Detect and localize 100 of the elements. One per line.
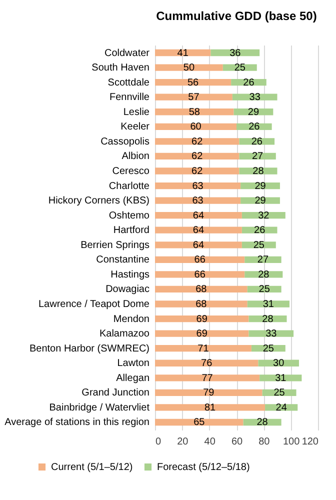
y-tick-label: Fennville — [109, 92, 150, 104]
bar — [155, 360, 258, 366]
data-label: 24 — [276, 402, 288, 414]
y-tick-label: Hartford — [113, 225, 150, 236]
data-label: 60 — [190, 122, 202, 133]
data-label: 79 — [203, 388, 215, 399]
bar — [155, 182, 241, 190]
bar — [155, 242, 242, 248]
y-tick-label: Benton Harbor (SWMREC) — [29, 343, 150, 354]
y-tick-label: South Haven — [92, 62, 150, 74]
y-tick-label: Albion — [122, 151, 150, 162]
data-label: 30 — [273, 358, 285, 370]
bar — [155, 197, 241, 204]
x-tick-label: 80 — [258, 436, 270, 448]
bar — [248, 330, 294, 337]
data-label: 64 — [192, 225, 204, 236]
y-tick-label: Hastings — [110, 269, 150, 280]
data-label: 63 — [192, 180, 204, 192]
data-label: 26 — [251, 136, 263, 148]
data-label: 29 — [254, 196, 266, 207]
y-tick-label: Berrien Springs — [80, 240, 150, 251]
bar — [155, 212, 242, 219]
chart-title: Cummulative GDD (base 50) — [156, 9, 317, 23]
x-tick-label: 100 — [282, 436, 300, 448]
bar — [155, 226, 242, 234]
bar — [240, 197, 280, 204]
legend-label: Forecast (5/12–5/18) — [157, 462, 250, 473]
data-label: 64 — [192, 210, 204, 222]
bar — [155, 330, 249, 337]
data-label: 31 — [262, 299, 274, 310]
data-label: 36 — [230, 48, 242, 59]
data-label: 33 — [249, 92, 261, 104]
data-label: 71 — [198, 343, 210, 354]
bar — [155, 389, 262, 396]
data-label: 28 — [256, 417, 268, 428]
y-tick-label: Constantine — [96, 254, 150, 266]
data-label: 26 — [254, 225, 266, 236]
data-label: 62 — [192, 136, 204, 148]
data-label: 64 — [192, 240, 204, 251]
data-label: 58 — [188, 106, 200, 118]
y-tick-label: Charlotte — [108, 180, 150, 192]
data-label: 62 — [192, 166, 204, 177]
bar — [155, 138, 240, 145]
data-label: 68 — [196, 299, 208, 310]
bar — [155, 404, 266, 411]
data-label: 65 — [194, 417, 206, 428]
bar — [155, 64, 223, 71]
bar — [155, 345, 252, 352]
y-tick-label: Lawton — [117, 358, 150, 370]
bar — [247, 300, 290, 308]
data-label: 25 — [253, 240, 265, 251]
data-label: 25 — [274, 388, 286, 399]
data-label: 28 — [262, 314, 274, 325]
data-label: 68 — [196, 284, 208, 296]
data-label: 26 — [248, 122, 260, 133]
data-label: 69 — [196, 314, 208, 325]
y-tick-label: Kalamazoo — [99, 328, 150, 340]
data-label: 27 — [257, 254, 269, 266]
data-label: 28 — [258, 269, 270, 280]
bar — [155, 271, 245, 278]
y-tick-label: Allegan — [116, 372, 150, 384]
data-label: 27 — [252, 151, 264, 162]
y-tick-label: Leslie — [123, 106, 150, 118]
data-label: 25 — [234, 62, 246, 74]
bar — [155, 256, 245, 263]
bar — [155, 315, 249, 322]
y-tick-label: Average of stations in this region — [4, 417, 150, 428]
data-label: 66 — [194, 254, 206, 266]
y-tick-label: Mendon — [113, 314, 150, 325]
data-label: 81 — [204, 402, 216, 414]
bar — [155, 78, 232, 86]
y-tick-label: Keeler — [120, 122, 150, 133]
bar — [155, 300, 248, 308]
data-label: 56 — [187, 77, 200, 88]
data-label: 33 — [266, 328, 278, 340]
data-label: 31 — [275, 372, 287, 384]
bar — [155, 94, 232, 100]
x-tick-label: 0 — [156, 436, 162, 448]
data-label: 29 — [254, 180, 266, 192]
data-label: 50 — [183, 62, 195, 74]
bar — [239, 168, 278, 174]
y-tick-label: Hickory Corners (KBS) — [48, 196, 150, 207]
data-label: 76 — [201, 358, 213, 370]
bar — [155, 286, 248, 293]
y-tick-label: Dowagiac — [106, 284, 150, 296]
bar — [155, 418, 244, 426]
data-label: 69 — [196, 328, 208, 340]
y-tick-label: Bainbridge / Watervliet — [49, 402, 150, 414]
bar — [155, 374, 260, 382]
x-tick-label: 60 — [231, 436, 243, 448]
data-label: 57 — [188, 92, 200, 104]
data-label: 29 — [248, 106, 260, 118]
data-label: 66 — [194, 269, 206, 280]
y-tick-label: Grand Junction — [82, 388, 150, 399]
y-tick-label: Cassopolis — [100, 136, 150, 148]
bar — [155, 108, 234, 116]
y-tick-label: Scottdale — [108, 77, 150, 88]
y-tick-label: Ceresco — [112, 166, 150, 177]
legend-label: Current (5/1–5/12) — [51, 462, 133, 473]
x-tick-label: 40 — [204, 436, 216, 448]
